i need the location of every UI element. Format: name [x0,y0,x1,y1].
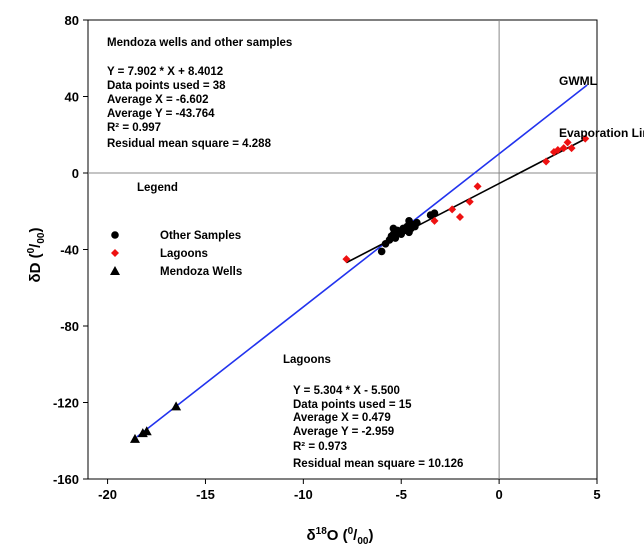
legend-marker-other-samples [111,231,119,239]
y-axis-title-slash: / [27,243,44,248]
legend-label-lagoons: Lagoons [160,248,208,260]
y-tick-label: -160 [53,472,79,487]
other-samples-point [389,224,398,233]
y-axis-title-sup: 0 [26,247,37,253]
lagoons-annotation-line: Data points used = 15 [293,399,412,411]
other-samples-point [430,209,439,217]
lagoons-point [559,144,568,153]
lagoons-point [542,157,551,166]
y-axis-title-end: ) [27,228,44,233]
legend-label-mendoza-wells: Mendoza Wells [160,266,242,278]
mendoza-annotation-line: Average Y = -43.764 [107,108,215,120]
x-tick-label: 0 [495,487,502,502]
y-tick-label: -120 [53,396,79,411]
mendoza-annotation: Mendoza wells and other samples Y = 7.90… [107,37,292,150]
lagoons-point [581,134,590,143]
y-axis-ticks: 80 40 0 -40 -80 -120 -160 [53,13,88,487]
legend-marker-mendoza-wells [110,266,120,275]
lagoons-annotation-line: R² = 0.973 [293,441,347,453]
x-tick-label: 5 [593,487,600,502]
x-tick-label: -5 [395,487,407,502]
y-tick-label: 40 [65,90,79,105]
x-axis-title-delta: δ [307,527,316,544]
legend-marker-lagoons [111,249,119,257]
lagoons-annotation: Lagoons Y = 5.304 * X - 5.500 Data point… [283,354,463,470]
other-samples-point [405,217,413,225]
x-axis-title-slash: / [353,527,358,544]
y-tick-label: 0 [72,166,79,181]
lagoons-point [567,144,576,153]
lagoons-annotation-line: Y = 5.304 * X - 5.500 [293,385,400,397]
mendoza-annotation-title: Mendoza wells and other samples [107,37,292,49]
x-axis-title-sub: 00 [357,536,369,547]
x-axis-title-mid: O ( [327,527,348,544]
data-points [129,134,590,443]
gwml-line [136,84,588,438]
y-axis-title: δD (0/00) [26,228,47,283]
legend: Legend Other Samples Lagoons Mendoza Wel… [110,182,242,278]
x-axis-title: δ18O (0/00) [307,526,374,547]
y-axis-title-sub: 00 [36,232,47,244]
lagoons-point [430,216,439,225]
evaporation-line-label: Evaporation Line [559,126,644,140]
zero-lines [88,20,597,479]
mendoza-annotation-line: Residual mean square = 4.288 [107,138,272,150]
x-tick-label: -20 [98,487,117,502]
other-samples-point [377,247,386,256]
x-tick-label: -15 [196,487,215,502]
mendoza-wells-point [129,433,140,443]
lagoons-annotation-line: Residual mean square = 10.126 [293,458,463,470]
lagoons-annotation-line: Average X = 0.479 [293,412,391,424]
mendoza-annotation-line: R² = 0.997 [107,122,161,134]
mendoza-annotation-line: Data points used = 38 [107,80,226,92]
mendoza-annotation-line: Y = 7.902 * X + 8.4012 [107,66,223,78]
lagoons-point [448,205,457,214]
x-axis-title-sup2: 0 [348,526,354,537]
x-axis-title-end: ) [368,527,373,544]
x-axis-ticks: -20 -15 -10 -5 0 5 [98,479,601,502]
lagoons-point [473,182,482,191]
legend-title: Legend [137,182,178,194]
y-tick-label: -40 [60,243,79,258]
y-tick-label: -80 [60,319,79,334]
mendoza-annotation-line: Average X = -6.602 [107,94,209,106]
lagoons-point [455,212,464,221]
legend-label-other-samples: Other Samples [160,230,241,242]
lagoons-annotation-line: Average Y = -2.959 [293,426,394,438]
y-axis-title-main: δD ( [27,253,44,282]
lagoons-point [465,197,474,206]
x-tick-label: -10 [294,487,313,502]
mendoza-wells-point [171,401,182,411]
lagoons-point [563,138,572,147]
other-samples-point [413,218,421,227]
lagoons-annotation-title: Lagoons [283,354,331,366]
lagoons-point [342,255,351,264]
other-samples-point [391,234,400,242]
y-tick-label: 80 [65,13,79,28]
gwml-label: GWML [559,74,597,88]
x-axis-title-sup1: 18 [316,526,328,537]
mendoza-wells-point [141,426,152,436]
